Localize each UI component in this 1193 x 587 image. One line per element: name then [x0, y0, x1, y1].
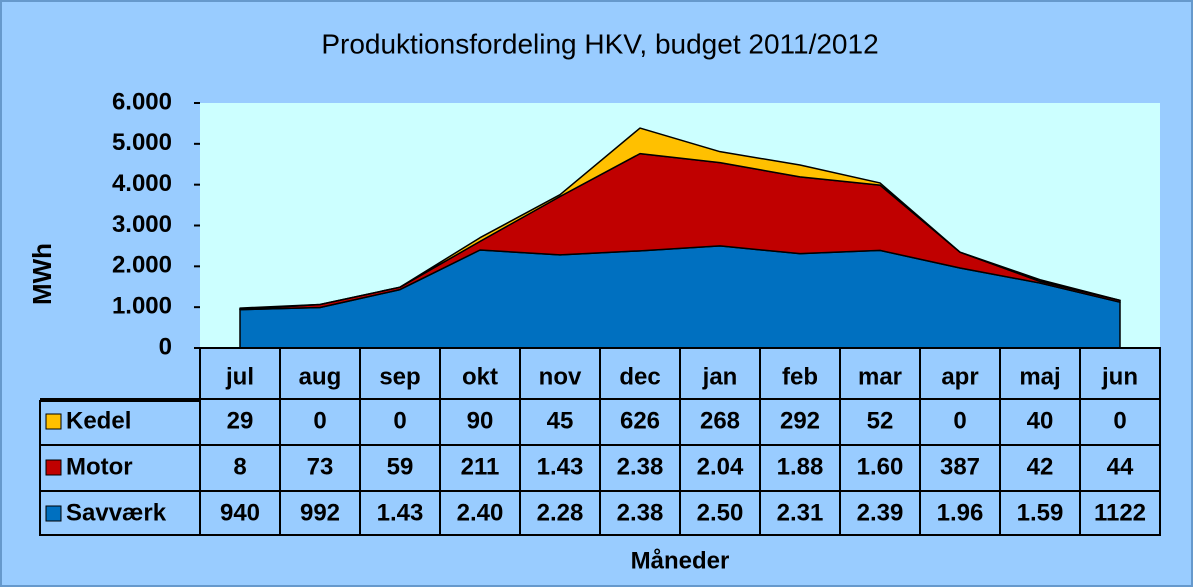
data-label: 1.43: [537, 453, 584, 480]
legend-label: Kedel: [66, 407, 131, 434]
y-tick-label: 5.000: [112, 129, 172, 156]
data-label: 0: [953, 407, 966, 434]
x-tick-label: apr: [941, 363, 978, 390]
data-label: 2.38: [617, 499, 664, 526]
data-label: 45: [547, 407, 574, 434]
data-label: 90: [467, 407, 494, 434]
data-label: 2.40: [457, 499, 504, 526]
data-label: 1.88: [777, 453, 824, 480]
data-label: 1.59: [1017, 499, 1064, 526]
x-tick-label: aug: [299, 363, 342, 390]
data-label: 2.31: [777, 499, 824, 526]
x-tick-label: jul: [225, 363, 254, 390]
data-label: 0: [313, 407, 326, 434]
y-tick-label: 1.000: [112, 293, 172, 320]
y-tick-label: 4.000: [112, 170, 172, 197]
area: [239, 127, 1121, 311]
data-label: 1122: [1094, 499, 1146, 526]
legend-key: [45, 459, 62, 476]
legend-key: [45, 505, 62, 522]
data-label: 940: [220, 499, 260, 526]
data-label: 992: [300, 499, 340, 526]
data-label: 2.50: [697, 499, 744, 526]
data-label: 2.04: [697, 453, 744, 480]
legend-key: [45, 413, 62, 430]
x-tick-label: jun: [1101, 363, 1138, 390]
y-tick-label: 3.000: [112, 211, 172, 238]
x-tick-label: mar: [858, 363, 902, 390]
x-tick-label: nov: [539, 363, 582, 390]
data-label: 0: [393, 407, 406, 434]
data-label: 44: [1107, 453, 1134, 480]
data-label: 0: [1113, 407, 1126, 434]
data-label: 42: [1027, 453, 1054, 480]
x-tick-label: jan: [702, 363, 738, 390]
data-label: 73: [307, 453, 334, 480]
legend-label: Savværk: [66, 499, 167, 526]
x-tick-label: maj: [1019, 363, 1060, 390]
data-label: 2.28: [537, 499, 584, 526]
data-label: 8: [233, 453, 246, 480]
data-label: 59: [387, 453, 414, 480]
chart-title: Produktionsfordeling HKV, budget 2011/20…: [321, 28, 878, 59]
data-label: 211: [461, 453, 500, 480]
data-label: 2.38: [617, 453, 664, 480]
data-label: 387: [940, 453, 980, 480]
x-tick-label: okt: [462, 363, 498, 390]
legend-label: Motor: [66, 453, 133, 480]
x-tick-label: feb: [782, 363, 818, 390]
data-label: 1.96: [937, 499, 984, 526]
data-label: 268: [700, 407, 740, 434]
x-tick-label: sep: [379, 363, 420, 390]
data-label: 2.39: [857, 499, 904, 526]
y-axis-label: MWh: [27, 243, 57, 305]
data-label: 1.43: [377, 499, 424, 526]
y-tick-label: 0: [159, 333, 172, 360]
table-frame: [39, 400, 201, 536]
data-label: 292: [780, 407, 820, 434]
x-tick-label: dec: [619, 363, 660, 390]
data-label: 1.60: [857, 453, 904, 480]
y-tick-label: 6.000: [112, 88, 172, 115]
x-axis-label: Måneder: [631, 547, 730, 574]
y-tick-label: 2.000: [112, 252, 172, 279]
data-label: 40: [1027, 407, 1054, 434]
data-label: 626: [620, 407, 660, 434]
data-label: 52: [867, 407, 894, 434]
data-label: 29: [227, 407, 254, 434]
